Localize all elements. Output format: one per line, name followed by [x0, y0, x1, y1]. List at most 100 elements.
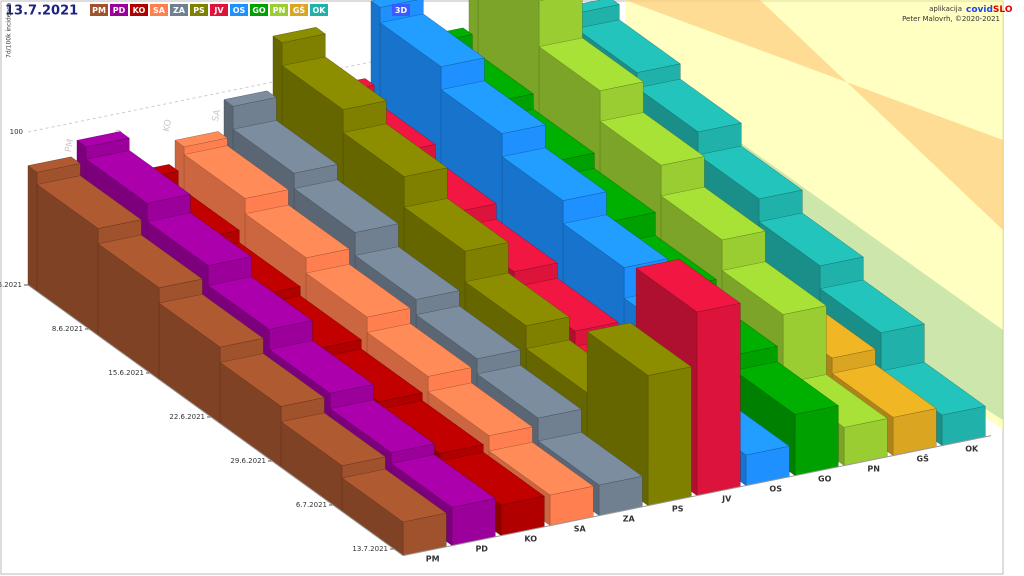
view-button-bg[interactable] — [392, 4, 410, 16]
region-label: PD — [475, 545, 488, 554]
credit-line: aplikacija — [929, 5, 962, 13]
legend-button[interactable] — [110, 4, 128, 16]
bar-top — [305, 264, 411, 318]
bar-top — [370, 0, 418, 8]
bar-top — [586, 322, 692, 376]
bar-top — [342, 123, 448, 177]
bar-top — [537, 0, 545, 2]
bar-top — [427, 382, 533, 436]
x-tick-label: 15.6.2021 — [108, 369, 144, 377]
back-region-label: PM — [64, 138, 77, 153]
legend-label[interactable]: OK — [313, 6, 327, 15]
y-tick-label: 100 — [10, 128, 23, 136]
bar-top — [76, 131, 130, 148]
bar-top — [488, 441, 594, 496]
legend-button[interactable] — [170, 4, 188, 16]
credit-author: Peter Malovrh, ©2020-2021 — [902, 15, 1000, 23]
bar-top — [27, 156, 81, 173]
bar-top — [379, 13, 485, 67]
x-tick-label: 8.6.2021 — [52, 325, 83, 333]
legend-label[interactable]: ZA — [173, 6, 186, 15]
legend-button[interactable] — [130, 4, 148, 16]
credit-app-b: SLO — [993, 5, 1013, 15]
legend-label[interactable]: GO — [252, 6, 266, 15]
bar-top — [721, 261, 827, 315]
credit-prefix: aplikacija — [929, 5, 962, 13]
back-region-label: SA — [211, 108, 223, 123]
legend-label[interactable]: KO — [133, 6, 146, 15]
bar-top — [390, 454, 496, 508]
legend-label[interactable]: SA — [153, 6, 166, 15]
bar-front — [647, 366, 692, 506]
axis-line — [27, 284, 992, 557]
legend-button[interactable] — [270, 4, 288, 16]
view-button[interactable]: 3D — [392, 4, 410, 16]
y-axis-label: 7d/100k incidenca — [6, 2, 13, 58]
bar-top — [244, 204, 350, 259]
legend-label[interactable]: PM — [92, 6, 106, 15]
bar-top — [97, 234, 203, 289]
axes: 100 1.6.2021 8.6.2021 15.6.2021 22.6.2021 29.… — [0, 128, 992, 564]
bar-top — [183, 145, 289, 199]
legend-label[interactable]: PD — [113, 6, 126, 15]
bar-top — [575, 19, 681, 73]
bar-top — [207, 276, 313, 330]
bar-top — [599, 112, 705, 166]
legend-label[interactable]: PN — [273, 6, 286, 15]
legend: PM PD KO SA ZA PS JV OS GO PN GŠ OK — [90, 4, 328, 16]
legend-button[interactable] — [210, 4, 228, 16]
bar-top — [293, 179, 399, 233]
region-label: SA — [574, 525, 587, 534]
region-label: PS — [672, 505, 684, 514]
bar-top — [158, 294, 264, 348]
bar-top — [476, 365, 582, 419]
region-label: JV — [721, 495, 732, 504]
region-label: OK — [965, 445, 979, 454]
bar-top — [562, 214, 668, 268]
region-label: PN — [867, 465, 880, 474]
bar-top — [280, 412, 386, 466]
bar-top — [831, 364, 937, 418]
bar-top — [366, 323, 472, 377]
x-tick-label: 22.6.2021 — [169, 413, 205, 421]
legend-label[interactable]: JV — [213, 6, 224, 15]
bars — [27, 0, 986, 556]
legend-label[interactable]: GŠ — [293, 4, 306, 15]
bar-front — [794, 405, 839, 476]
bar-top — [174, 131, 228, 148]
legend-button[interactable] — [310, 4, 328, 16]
bar-top — [819, 279, 925, 333]
bar-top — [272, 27, 326, 43]
x-tick-label: 13.7.2021 — [352, 545, 388, 553]
region-label: PM — [426, 555, 440, 564]
bar-top — [635, 258, 741, 313]
region-label: GŠ — [917, 453, 930, 464]
bar-top — [697, 145, 803, 200]
legend-button[interactable] — [150, 4, 168, 16]
bar-top — [464, 272, 570, 327]
region-label: KO — [524, 535, 537, 544]
view-button-label[interactable]: 3D — [395, 6, 408, 15]
x-tick-label: 1.6.2021 — [0, 281, 22, 289]
legend-button[interactable] — [230, 4, 248, 16]
back-region-label: KO — [162, 119, 174, 133]
bar-top — [403, 198, 509, 252]
legend-button[interactable] — [190, 4, 208, 16]
bar-top — [415, 305, 521, 359]
bar-top — [636, 78, 742, 133]
credit-app: covidSLO — [966, 5, 1013, 15]
legend-label[interactable]: PS — [193, 6, 205, 15]
legend-button[interactable] — [290, 4, 308, 16]
bar-top — [36, 175, 142, 229]
bar-top — [329, 399, 435, 453]
bar-side — [27, 165, 38, 292]
bar-top — [537, 431, 643, 486]
bar-top — [354, 246, 460, 300]
bar-top — [268, 340, 374, 394]
legend-button[interactable] — [90, 4, 108, 16]
legend-label[interactable]: OS — [233, 6, 246, 15]
legend-button[interactable] — [250, 4, 268, 16]
plane-orange — [625, 0, 1003, 230]
bar-top — [223, 90, 277, 107]
